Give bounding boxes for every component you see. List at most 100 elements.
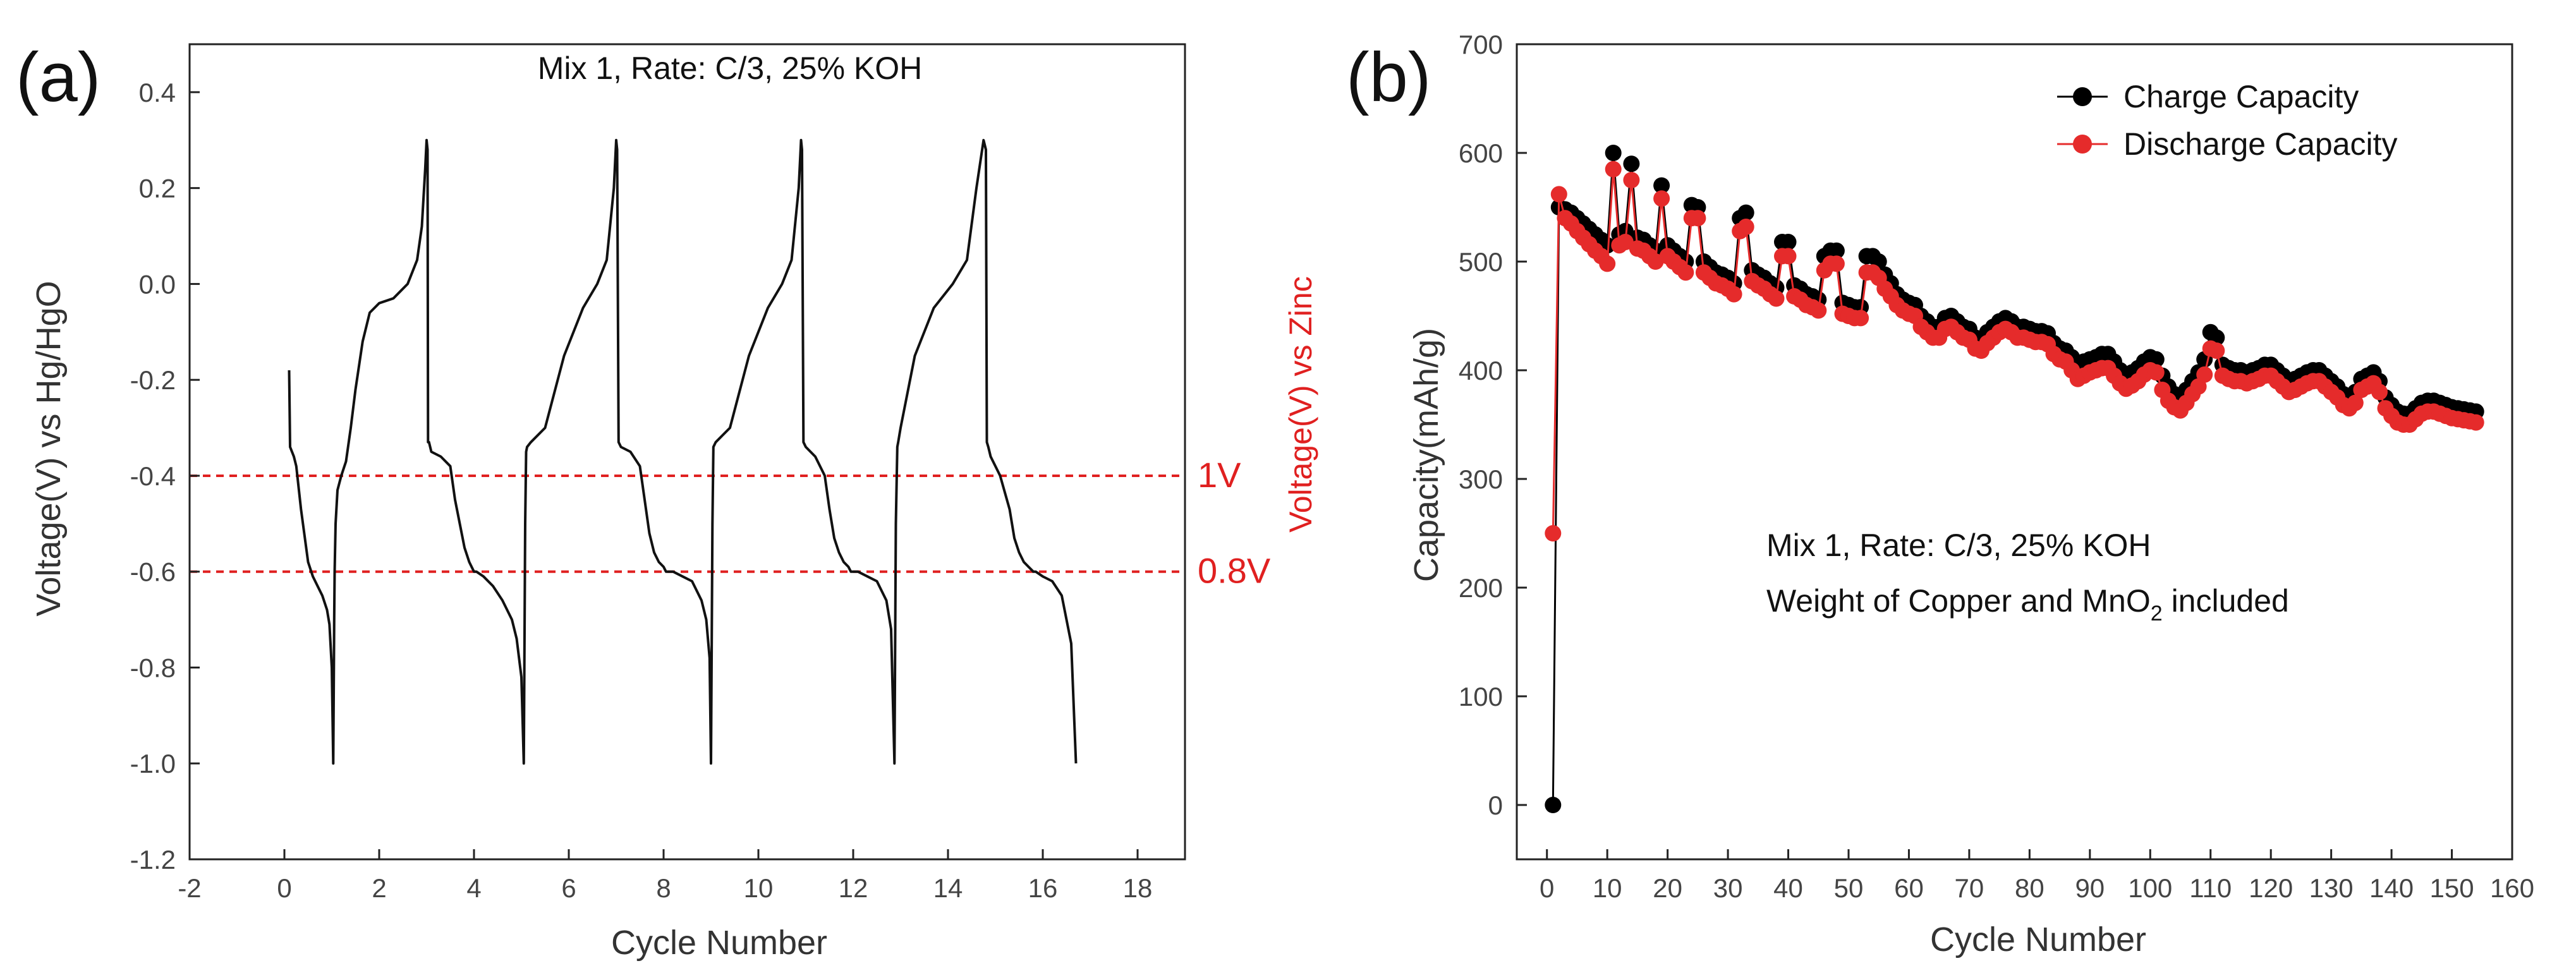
y-tick-label: 0.4 — [139, 78, 176, 107]
y-tick-label: -1.0 — [130, 749, 176, 778]
x-tick-label: 0 — [1540, 873, 1554, 903]
annotation-weight-text: Weight of Copper and MnO — [1766, 583, 2151, 619]
x-tick-label: 110 — [2189, 873, 2232, 903]
panel-b-annotation-line-2: Weight of Copper and MnO2 included — [1766, 583, 2289, 626]
x-tick-label: 18 — [1123, 873, 1153, 903]
panel-b-legend: Charge Capacity Discharge Capacity — [2057, 79, 2398, 162]
data-point — [1623, 172, 1640, 188]
x-tick-label: 140 — [2369, 873, 2414, 903]
y-tick-label: -0.4 — [130, 461, 176, 491]
data-point — [1617, 234, 1634, 250]
data-point — [1737, 204, 1754, 221]
x-tick-label: 0 — [277, 873, 291, 903]
y-tick-label: 500 — [1459, 247, 1503, 277]
panel-b-plot-frame — [1516, 43, 2513, 861]
legend-label-charge: Charge Capacity — [2123, 79, 2359, 114]
reference-line-label-1v: 1V — [1198, 455, 1241, 495]
panel-b-capacity-chart: (b) 0 10 20 30 40 50 60 70 80 90 100 110 120 130 140 15… — [1346, 30, 2534, 959]
x-tick-label: 12 — [839, 873, 868, 903]
data-point — [1810, 302, 1827, 319]
x-tick-label: 80 — [2015, 873, 2044, 903]
annotation-subscript: 2 — [2151, 602, 2163, 626]
x-tick-label: 130 — [2309, 873, 2354, 903]
data-point — [1689, 210, 1706, 227]
panel-b-x-axis-label: Cycle Number — [1930, 921, 2146, 959]
x-tick-label: 90 — [2075, 873, 2105, 903]
panel-a-y-axis-label: Voltage(V) vs Hg/HgO — [30, 281, 68, 616]
x-tick-label: 10 — [744, 873, 774, 903]
data-point — [1605, 145, 1622, 161]
y-tick-label: -0.6 — [130, 557, 176, 587]
legend-marker-discharge — [2073, 135, 2092, 154]
data-point — [2347, 394, 2364, 411]
panel-b-y-axis-label: Capacity(mAh/g) — [1407, 328, 1445, 582]
y-tick-label: 300 — [1459, 464, 1503, 494]
legend-entry-discharge: Discharge Capacity — [2057, 126, 2398, 162]
x-tick-label: 6 — [561, 873, 576, 903]
x-tick-label: -2 — [178, 873, 201, 903]
panel-b-x-ticks: 0 10 20 30 40 50 60 70 80 90 100 110 120 130 140 150 160 — [1540, 849, 2534, 903]
data-point — [1677, 264, 1694, 281]
data-point — [2208, 342, 2225, 359]
panel-a-x-axis-label: Cycle Number — [611, 924, 827, 962]
x-tick-label: 60 — [1894, 873, 1924, 903]
panel-a-reference-lines — [190, 474, 1185, 573]
panel-b-plot-area — [1545, 145, 2484, 813]
data-point — [2148, 364, 2165, 381]
panel-a-voltage-chart: (a) -2 0 2 4 6 8 10 12 14 16 18 -1.2 -1.0 -0.8 -0.6 -0… — [16, 39, 1318, 962]
y-tick-label: 0 — [1488, 790, 1503, 820]
data-point — [1725, 286, 1742, 303]
y-tick-label: 700 — [1459, 30, 1503, 59]
legend-marker-charge — [2073, 87, 2092, 106]
x-tick-label: 70 — [1955, 873, 1984, 903]
panel-a-plot-frame — [188, 43, 1186, 861]
x-tick-label: 10 — [1593, 873, 1622, 903]
y-tick-label: -1.2 — [130, 845, 176, 874]
panel-b-label: (b) — [1346, 39, 1431, 116]
panel-a-right-y-axis-label: Voltage(V) vs Zinc — [1283, 276, 1318, 533]
panel-b-y-ticks: 0 100 200 300 400 500 600 700 — [1459, 30, 1527, 820]
x-tick-label: 50 — [1834, 873, 1864, 903]
y-tick-label: -0.8 — [130, 653, 176, 682]
data-point — [2196, 366, 2213, 383]
data-point — [1653, 190, 1670, 207]
panel-a-y-ticks: -1.2 -1.0 -0.8 -0.6 -0.4 -0.2 0.0 0.2 0.4 — [130, 78, 200, 874]
legend-label-discharge: Discharge Capacity — [2123, 126, 2398, 162]
y-tick-label: 600 — [1459, 138, 1503, 168]
data-point — [1550, 186, 1567, 203]
y-tick-label: 200 — [1459, 573, 1503, 603]
data-point — [1780, 234, 1797, 250]
data-point — [1623, 155, 1640, 172]
y-tick-label: 0.2 — [139, 174, 176, 203]
panel-a-label: (a) — [16, 39, 100, 116]
x-tick-label: 16 — [1028, 873, 1058, 903]
data-point — [1768, 290, 1785, 307]
x-tick-label: 40 — [1773, 873, 1803, 903]
annotation-included-text: included — [2163, 583, 2289, 619]
panel-b-annotation-line-1: Mix 1, Rate: C/3, 25% KOH — [1766, 528, 2151, 563]
x-tick-label: 2 — [372, 873, 386, 903]
x-tick-label: 4 — [466, 873, 481, 903]
x-tick-label: 8 — [656, 873, 671, 903]
y-tick-label: -0.2 — [130, 365, 176, 395]
x-tick-label: 14 — [933, 873, 963, 903]
voltage-series-line — [288, 138, 1078, 765]
data-point — [2467, 414, 2484, 431]
x-tick-label: 160 — [2490, 873, 2534, 903]
data-point — [2371, 384, 2388, 401]
data-point — [1780, 248, 1797, 265]
legend-entry-charge: Charge Capacity — [2057, 79, 2359, 114]
reference-line-label-0-8v: 0.8V — [1198, 551, 1271, 591]
data-point — [1828, 255, 1845, 272]
x-tick-label: 150 — [2430, 873, 2474, 903]
discharge-capacity-series — [1545, 160, 2484, 541]
y-tick-label: 100 — [1459, 682, 1503, 711]
x-tick-label: 30 — [1713, 873, 1743, 903]
x-tick-label: 20 — [1653, 873, 1682, 903]
data-point — [1737, 219, 1754, 235]
data-point — [1653, 177, 1670, 194]
x-tick-label: 100 — [2128, 873, 2172, 903]
panel-a-x-ticks: -2 0 2 4 6 8 10 12 14 16 18 — [178, 849, 1152, 903]
